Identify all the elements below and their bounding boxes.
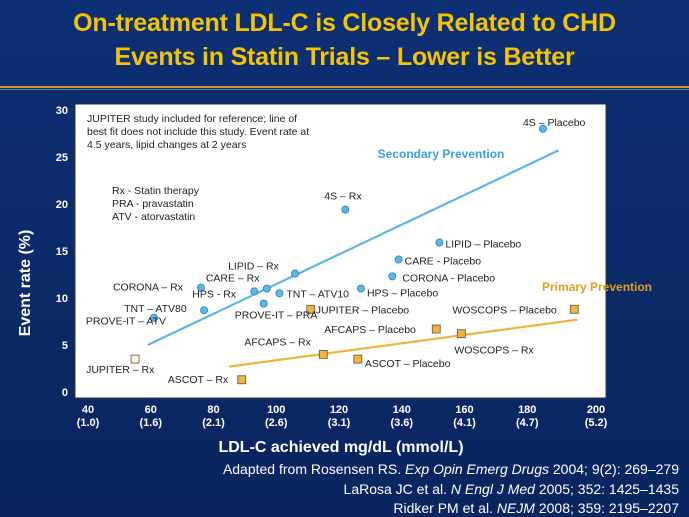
data-point-secondary (149, 313, 158, 322)
point-label: CORONA – Rx (113, 282, 184, 294)
point-label: CARE - Placebo (405, 255, 482, 267)
y-tick-label: 20 (56, 199, 68, 211)
point-label: CARE – Rx (206, 273, 260, 285)
data-point-secondary (262, 284, 271, 293)
y-tick-label: 5 (62, 340, 68, 352)
credit-line-1: Adapted from Rosensen RS. Exp Opin Emerg… (222, 461, 679, 477)
trendline-primary (229, 318, 578, 368)
data-point-primary (431, 324, 441, 334)
x-tick-label: 160 (455, 404, 473, 416)
x-tick-label: 180 (518, 404, 536, 416)
point-label: JUPITER – Placebo (316, 304, 410, 316)
x-tick-sublabel: (1.6) (139, 417, 162, 429)
y-axis-title: Event rate (%) (17, 230, 34, 337)
x-tick-label: 200 (587, 404, 605, 416)
point-label: PROVE-IT – ATV (86, 316, 166, 328)
data-point-secondary (394, 255, 403, 264)
chart-note-line: JUPITER study included for reference; li… (87, 113, 297, 125)
point-label: JUPITER – Rx (86, 364, 155, 376)
abbreviation-legend-line: PRA - pravastatin (112, 198, 194, 210)
point-label: ASCOT – Placebo (365, 358, 451, 370)
y-tick-label: 15 (56, 246, 68, 258)
data-point-secondary (275, 289, 284, 298)
data-point-secondary (356, 284, 365, 293)
abbreviation-legend-line: Rx - Statin therapy (112, 185, 200, 197)
abbreviation-legend-line: ATV - atorvastatin (112, 211, 195, 223)
y-tick-label: 10 (56, 293, 68, 305)
data-point-primary (306, 304, 316, 314)
data-point-secondary (435, 238, 444, 247)
data-point-secondary (538, 124, 547, 133)
point-label: 4S – Rx (324, 191, 362, 203)
x-tick-sublabel: (2.1) (202, 417, 225, 429)
x-tick-label: 80 (207, 404, 219, 416)
plot-area (74, 103, 607, 399)
trendline-secondary (147, 149, 560, 346)
x-axis-title: LDL-C achieved mg/dL (mmol/L) (218, 439, 463, 456)
y-tick-label: 25 (56, 152, 68, 164)
title-line-2: Events in Statin Trials – Lower is Bette… (114, 43, 575, 71)
data-point-primary (456, 329, 466, 339)
x-tick-sublabel: (3.6) (390, 417, 413, 429)
point-label: WOSCOPS – Rx (454, 345, 534, 357)
point-label: AFCAPS – Placebo (324, 324, 416, 336)
chart-note-line: best fit does not include this study. Ev… (87, 126, 309, 138)
point-label: ASCOT – Rx (168, 374, 229, 386)
data-point-secondary (291, 269, 300, 278)
series-name-secondary: Secondary Prevention (378, 147, 505, 161)
point-label: CORONA - Placebo (402, 272, 495, 284)
x-tick-label: 140 (393, 404, 411, 416)
x-tick-sublabel: (2.6) (265, 417, 288, 429)
point-label: WOSCOPS – Placebo (452, 304, 557, 316)
x-tick-sublabel: (1.0) (77, 417, 100, 429)
x-tick-label: 120 (330, 404, 348, 416)
data-point-primary (237, 375, 247, 385)
title-line-1: On-treatment LDL-C is Closely Related to… (73, 9, 616, 37)
point-label: TNT – ATV10 (286, 288, 349, 300)
point-label: LIPID – Placebo (445, 239, 521, 251)
x-tick-sublabel: (5.2) (585, 417, 608, 429)
x-tick-label: 100 (267, 404, 285, 416)
credit-line-3: Ridker PM et al. NEJM 2008; 359: 2195–22… (393, 500, 679, 516)
data-point-primary (130, 354, 140, 364)
data-point-primary (318, 349, 328, 359)
credit-line-2: LaRosa JC et al. N Engl J Med 2005; 352:… (343, 481, 679, 497)
y-tick-label: 0 (62, 387, 68, 399)
data-point-primary (569, 304, 579, 314)
x-tick-sublabel: (3.1) (328, 417, 351, 429)
title-divider (0, 86, 689, 88)
point-label: AFCAPS – Rx (244, 336, 311, 348)
series-name-primary: Primary Prevention (542, 280, 652, 294)
point-label: 4S – Placebo (523, 117, 586, 129)
title-divider-secondary (0, 89, 689, 90)
data-point-secondary (200, 306, 209, 315)
data-point-secondary (341, 205, 350, 214)
point-label: TNT – ATV80 (124, 303, 187, 315)
point-label: HPS – Placebo (367, 288, 438, 300)
y-tick-label: 30 (56, 105, 68, 117)
page-title: On-treatment LDL-C is Closely Related to… (0, 6, 689, 74)
point-label: HPS - Rx (192, 288, 237, 300)
data-point-secondary (196, 283, 205, 292)
chart-note-line: 4.5 years, lipid changes at 2 years (87, 139, 246, 151)
point-label: LIPID – Rx (228, 261, 280, 273)
data-point-primary (353, 354, 363, 364)
x-tick-sublabel: (4.1) (453, 417, 476, 429)
data-point-secondary (259, 299, 268, 308)
data-point-secondary (250, 287, 259, 296)
x-tick-label: 60 (145, 404, 157, 416)
x-tick-sublabel: (4.7) (516, 417, 539, 429)
x-tick-label: 40 (82, 404, 94, 416)
point-label: PROVE-IT – PRA (235, 310, 318, 322)
data-point-secondary (388, 272, 397, 281)
